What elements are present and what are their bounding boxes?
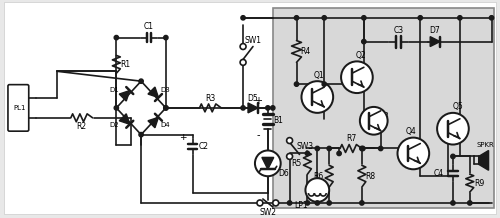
- Circle shape: [458, 16, 462, 20]
- Circle shape: [322, 16, 326, 20]
- Text: Q4: Q4: [406, 127, 416, 136]
- Text: Q3: Q3: [378, 112, 389, 121]
- Polygon shape: [148, 117, 158, 128]
- Polygon shape: [120, 90, 130, 101]
- Circle shape: [139, 133, 143, 137]
- Circle shape: [305, 151, 310, 156]
- Text: SW3: SW3: [297, 142, 314, 151]
- Text: C4: C4: [434, 169, 444, 178]
- Text: D1: D1: [110, 87, 120, 93]
- Circle shape: [294, 16, 298, 20]
- Circle shape: [437, 113, 469, 145]
- Text: R7: R7: [346, 134, 356, 143]
- Circle shape: [362, 39, 366, 44]
- Circle shape: [362, 16, 366, 20]
- Circle shape: [305, 201, 310, 205]
- Circle shape: [327, 201, 332, 205]
- Circle shape: [341, 61, 373, 93]
- Polygon shape: [248, 103, 258, 113]
- Text: D5: D5: [248, 94, 258, 102]
- FancyBboxPatch shape: [273, 8, 494, 208]
- Circle shape: [164, 106, 168, 110]
- Circle shape: [288, 201, 292, 205]
- Text: R1: R1: [120, 60, 130, 69]
- Text: +: +: [179, 133, 186, 142]
- Text: SPKR: SPKR: [476, 141, 494, 148]
- Circle shape: [302, 81, 333, 113]
- Circle shape: [266, 106, 270, 110]
- Polygon shape: [430, 37, 440, 46]
- Circle shape: [306, 178, 329, 202]
- Circle shape: [360, 107, 388, 135]
- Circle shape: [490, 16, 494, 20]
- Circle shape: [240, 44, 246, 49]
- Circle shape: [327, 146, 332, 151]
- Text: D3: D3: [160, 87, 170, 93]
- Circle shape: [164, 36, 168, 40]
- Polygon shape: [262, 157, 274, 169]
- Text: +: +: [254, 96, 262, 106]
- Text: LP1: LP1: [294, 201, 308, 210]
- Circle shape: [286, 138, 292, 143]
- Circle shape: [240, 59, 246, 65]
- Circle shape: [378, 146, 383, 151]
- Circle shape: [273, 200, 278, 206]
- Circle shape: [114, 36, 118, 40]
- Circle shape: [286, 153, 292, 159]
- Text: C1: C1: [144, 22, 154, 31]
- Circle shape: [398, 138, 429, 169]
- Text: PL1: PL1: [13, 105, 26, 111]
- Circle shape: [255, 150, 280, 176]
- Text: B1: B1: [273, 116, 282, 125]
- Circle shape: [360, 146, 365, 151]
- Text: R4: R4: [300, 47, 310, 56]
- Circle shape: [322, 82, 326, 86]
- Circle shape: [451, 201, 455, 205]
- Text: D7: D7: [430, 26, 440, 35]
- Circle shape: [337, 151, 342, 156]
- Circle shape: [294, 82, 298, 86]
- Polygon shape: [148, 87, 158, 97]
- FancyBboxPatch shape: [4, 2, 496, 214]
- Text: D6: D6: [278, 169, 289, 178]
- Circle shape: [270, 106, 275, 110]
- Text: D4: D4: [160, 122, 170, 128]
- Text: Q5: Q5: [452, 102, 464, 111]
- Text: R8: R8: [366, 172, 376, 181]
- Text: D2: D2: [110, 122, 119, 128]
- Text: C2: C2: [198, 142, 208, 151]
- Circle shape: [241, 106, 245, 110]
- Circle shape: [360, 201, 364, 205]
- FancyBboxPatch shape: [8, 85, 28, 131]
- Circle shape: [241, 16, 245, 20]
- Text: R6: R6: [313, 172, 324, 181]
- Circle shape: [164, 106, 168, 110]
- Circle shape: [315, 201, 320, 205]
- Polygon shape: [120, 114, 130, 124]
- Circle shape: [360, 146, 364, 151]
- Circle shape: [114, 106, 118, 110]
- Circle shape: [418, 16, 422, 20]
- Polygon shape: [478, 150, 488, 170]
- Circle shape: [315, 146, 320, 151]
- Text: R2: R2: [76, 122, 87, 131]
- Text: R3: R3: [206, 94, 216, 104]
- Circle shape: [257, 200, 263, 206]
- Text: Q1: Q1: [314, 71, 324, 80]
- Text: SW2: SW2: [260, 208, 276, 217]
- Text: R5: R5: [292, 159, 302, 168]
- Circle shape: [468, 201, 472, 205]
- Circle shape: [451, 154, 455, 158]
- Text: -: -: [256, 130, 260, 140]
- Circle shape: [139, 79, 143, 83]
- Text: R9: R9: [474, 179, 485, 188]
- Text: SW1: SW1: [244, 36, 262, 45]
- Text: Q2: Q2: [356, 51, 366, 60]
- Text: C3: C3: [394, 26, 404, 35]
